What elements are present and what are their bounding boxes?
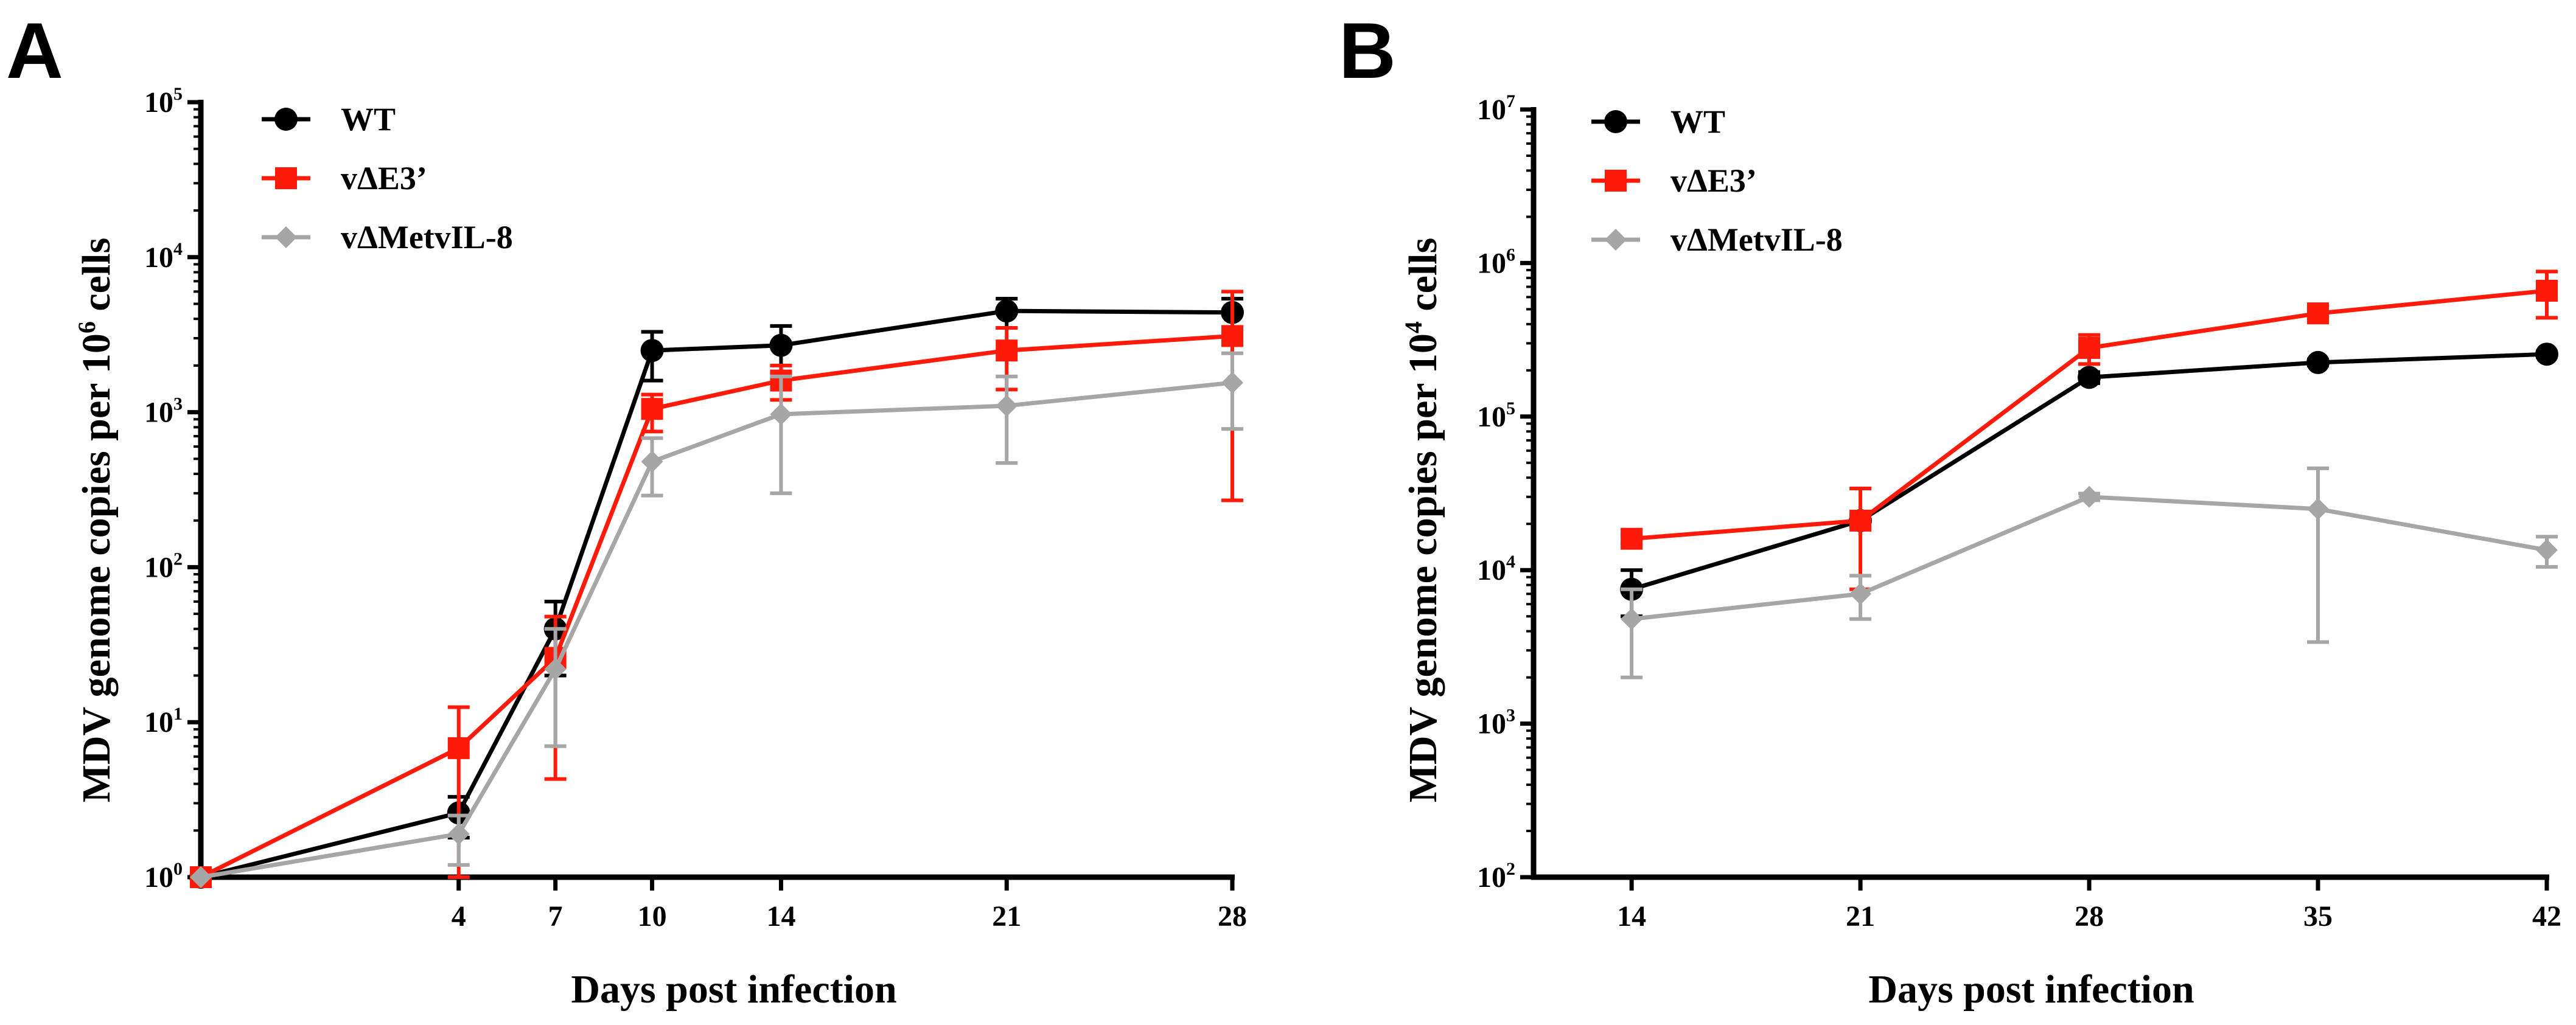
panel-b-legend-label: vΔMetvIL-8 [1670, 221, 1843, 258]
panel-a-series-vmetvil8-point [996, 395, 1018, 417]
panel-b-x-tick-label: 35 [2303, 900, 2333, 933]
panel-a-legend-marker [275, 226, 297, 248]
panel-b-y-tick-label: 106 [1477, 245, 1515, 279]
panel-a-series-ve3-line [200, 333, 1233, 880]
panel-b-x-tick-label: 21 [1846, 900, 1875, 933]
panel-a-legend-label: vΔMetvIL-8 [341, 219, 513, 255]
panel-a-series-ve3-point [641, 398, 663, 420]
panel-a-legend-marker [274, 108, 298, 131]
panel-b-legend-label: vΔE3’ [1670, 162, 1757, 199]
panel-b-legend-marker [1605, 229, 1627, 251]
panel-b-legend-marker [1605, 170, 1627, 192]
panel-b-series-ve3-point [1621, 527, 1643, 550]
panel-b-y-tick-label: 104 [1477, 552, 1515, 586]
panel-a-legend-marker [275, 167, 297, 189]
panel-a-x-tick-label: 14 [766, 900, 795, 933]
panel-a-series-ve3-point [996, 339, 1018, 362]
panel-b-series-vmetvil8-point [2307, 498, 2330, 520]
panel-b-x-tick-label: 28 [2075, 900, 2104, 933]
panel-a-x-tick-label: 7 [548, 900, 563, 933]
panel-a-y-tick-label: 102 [144, 549, 183, 583]
panel-a-letter: A [6, 6, 63, 95]
panel-b-letter: B [1339, 6, 1396, 95]
panel-b-series-wt-point [2078, 366, 2101, 389]
panel-a-x-tick-label: 28 [1218, 900, 1247, 933]
panel-a-series-vmetvil8-point [447, 822, 470, 845]
panel-a-legend-label: WT [341, 101, 396, 137]
panel-b-series-vmetvil8-point [2536, 539, 2558, 561]
panel-b-series-ve3-point [1849, 509, 1872, 532]
panel-b-x-tick-label: 42 [2532, 900, 2561, 933]
panel-a-y-tick-label: 103 [144, 394, 183, 429]
panel-b-series-vmetvil8-line [1631, 495, 2547, 622]
panel-a-series-vmetvil8-point [1221, 372, 1243, 394]
panel-a-series-ve3-point [447, 737, 470, 759]
panel-b-series-vmetvil8-point [1621, 608, 1643, 630]
panel-a-y-tick-label: 100 [144, 859, 183, 894]
panel-a-xlabel: Days post infection [571, 967, 896, 1012]
panel-a-y-tick-label: 101 [144, 704, 183, 738]
panel-b-xlabel: Days post infection [1868, 967, 2194, 1012]
panel-b-y-tick-label: 107 [1477, 91, 1515, 126]
panel-a-series-vmetvil8-point [544, 658, 567, 680]
panel-a-legend-label: vΔE3’ [341, 160, 427, 196]
panel-b-y-tick-label: 105 [1477, 398, 1515, 433]
panel-a-series-vmetvil8-point [770, 403, 792, 425]
panel-b-legend-marker [1604, 110, 1627, 133]
panel-a-series-vmetvil8-point [641, 450, 663, 473]
panel-a-series-wt-point [995, 299, 1019, 323]
panel-b-series-wt-point [2535, 342, 2558, 366]
panel-a-y-tick-label: 104 [144, 239, 183, 274]
panel-b-series-vmetvil8-point [1849, 583, 1872, 605]
panel-a-y-tick-label: 105 [144, 84, 183, 119]
panel-b-legend-label: WT [1670, 103, 1725, 140]
panel-b-plot: 102 103 104 105 106 107 14 21 28 35 42 WT vΔE3’ vΔMet… [1477, 91, 2561, 933]
panel-a-series-vmetvil8-line [200, 380, 1233, 880]
panel-b-series-ve3-point [2078, 336, 2101, 359]
panel-a-x-tick-label: 21 [992, 900, 1021, 933]
panel-a-series-wt-point [640, 339, 664, 363]
panel-b-series-ve3-point [2307, 302, 2330, 325]
panel-a-plot: 100 101 102 103 104 105 4 7 10 14 21 28 WT vΔE3’ vΔMet… [144, 84, 1247, 933]
panel-a-x-tick-label: 4 [452, 900, 466, 933]
panel-b-ylabel: MDV genome copies per 104 cells [1400, 238, 1445, 803]
panel-b-x-tick-label: 14 [1617, 900, 1646, 933]
panel-b-series-ve3-point [2536, 279, 2558, 302]
panel-a-series-ve3-point [1221, 325, 1243, 347]
panel-a-ylabel: MDV genome copies per 106 cells [73, 238, 119, 803]
panel-a-series-vmetvil8-point [190, 866, 212, 888]
panel-b-series-wt-point [2306, 350, 2330, 374]
panel-b-series-vmetvil8-point [2078, 485, 2101, 508]
panel-a-x-tick-label: 10 [638, 900, 667, 933]
panel-a-series-wt-point [769, 333, 793, 357]
panel-b-series-wt-line [1631, 352, 2547, 592]
panel-b-y-tick-label: 102 [1477, 859, 1515, 894]
panel-b-y-tick-label: 103 [1477, 706, 1515, 740]
